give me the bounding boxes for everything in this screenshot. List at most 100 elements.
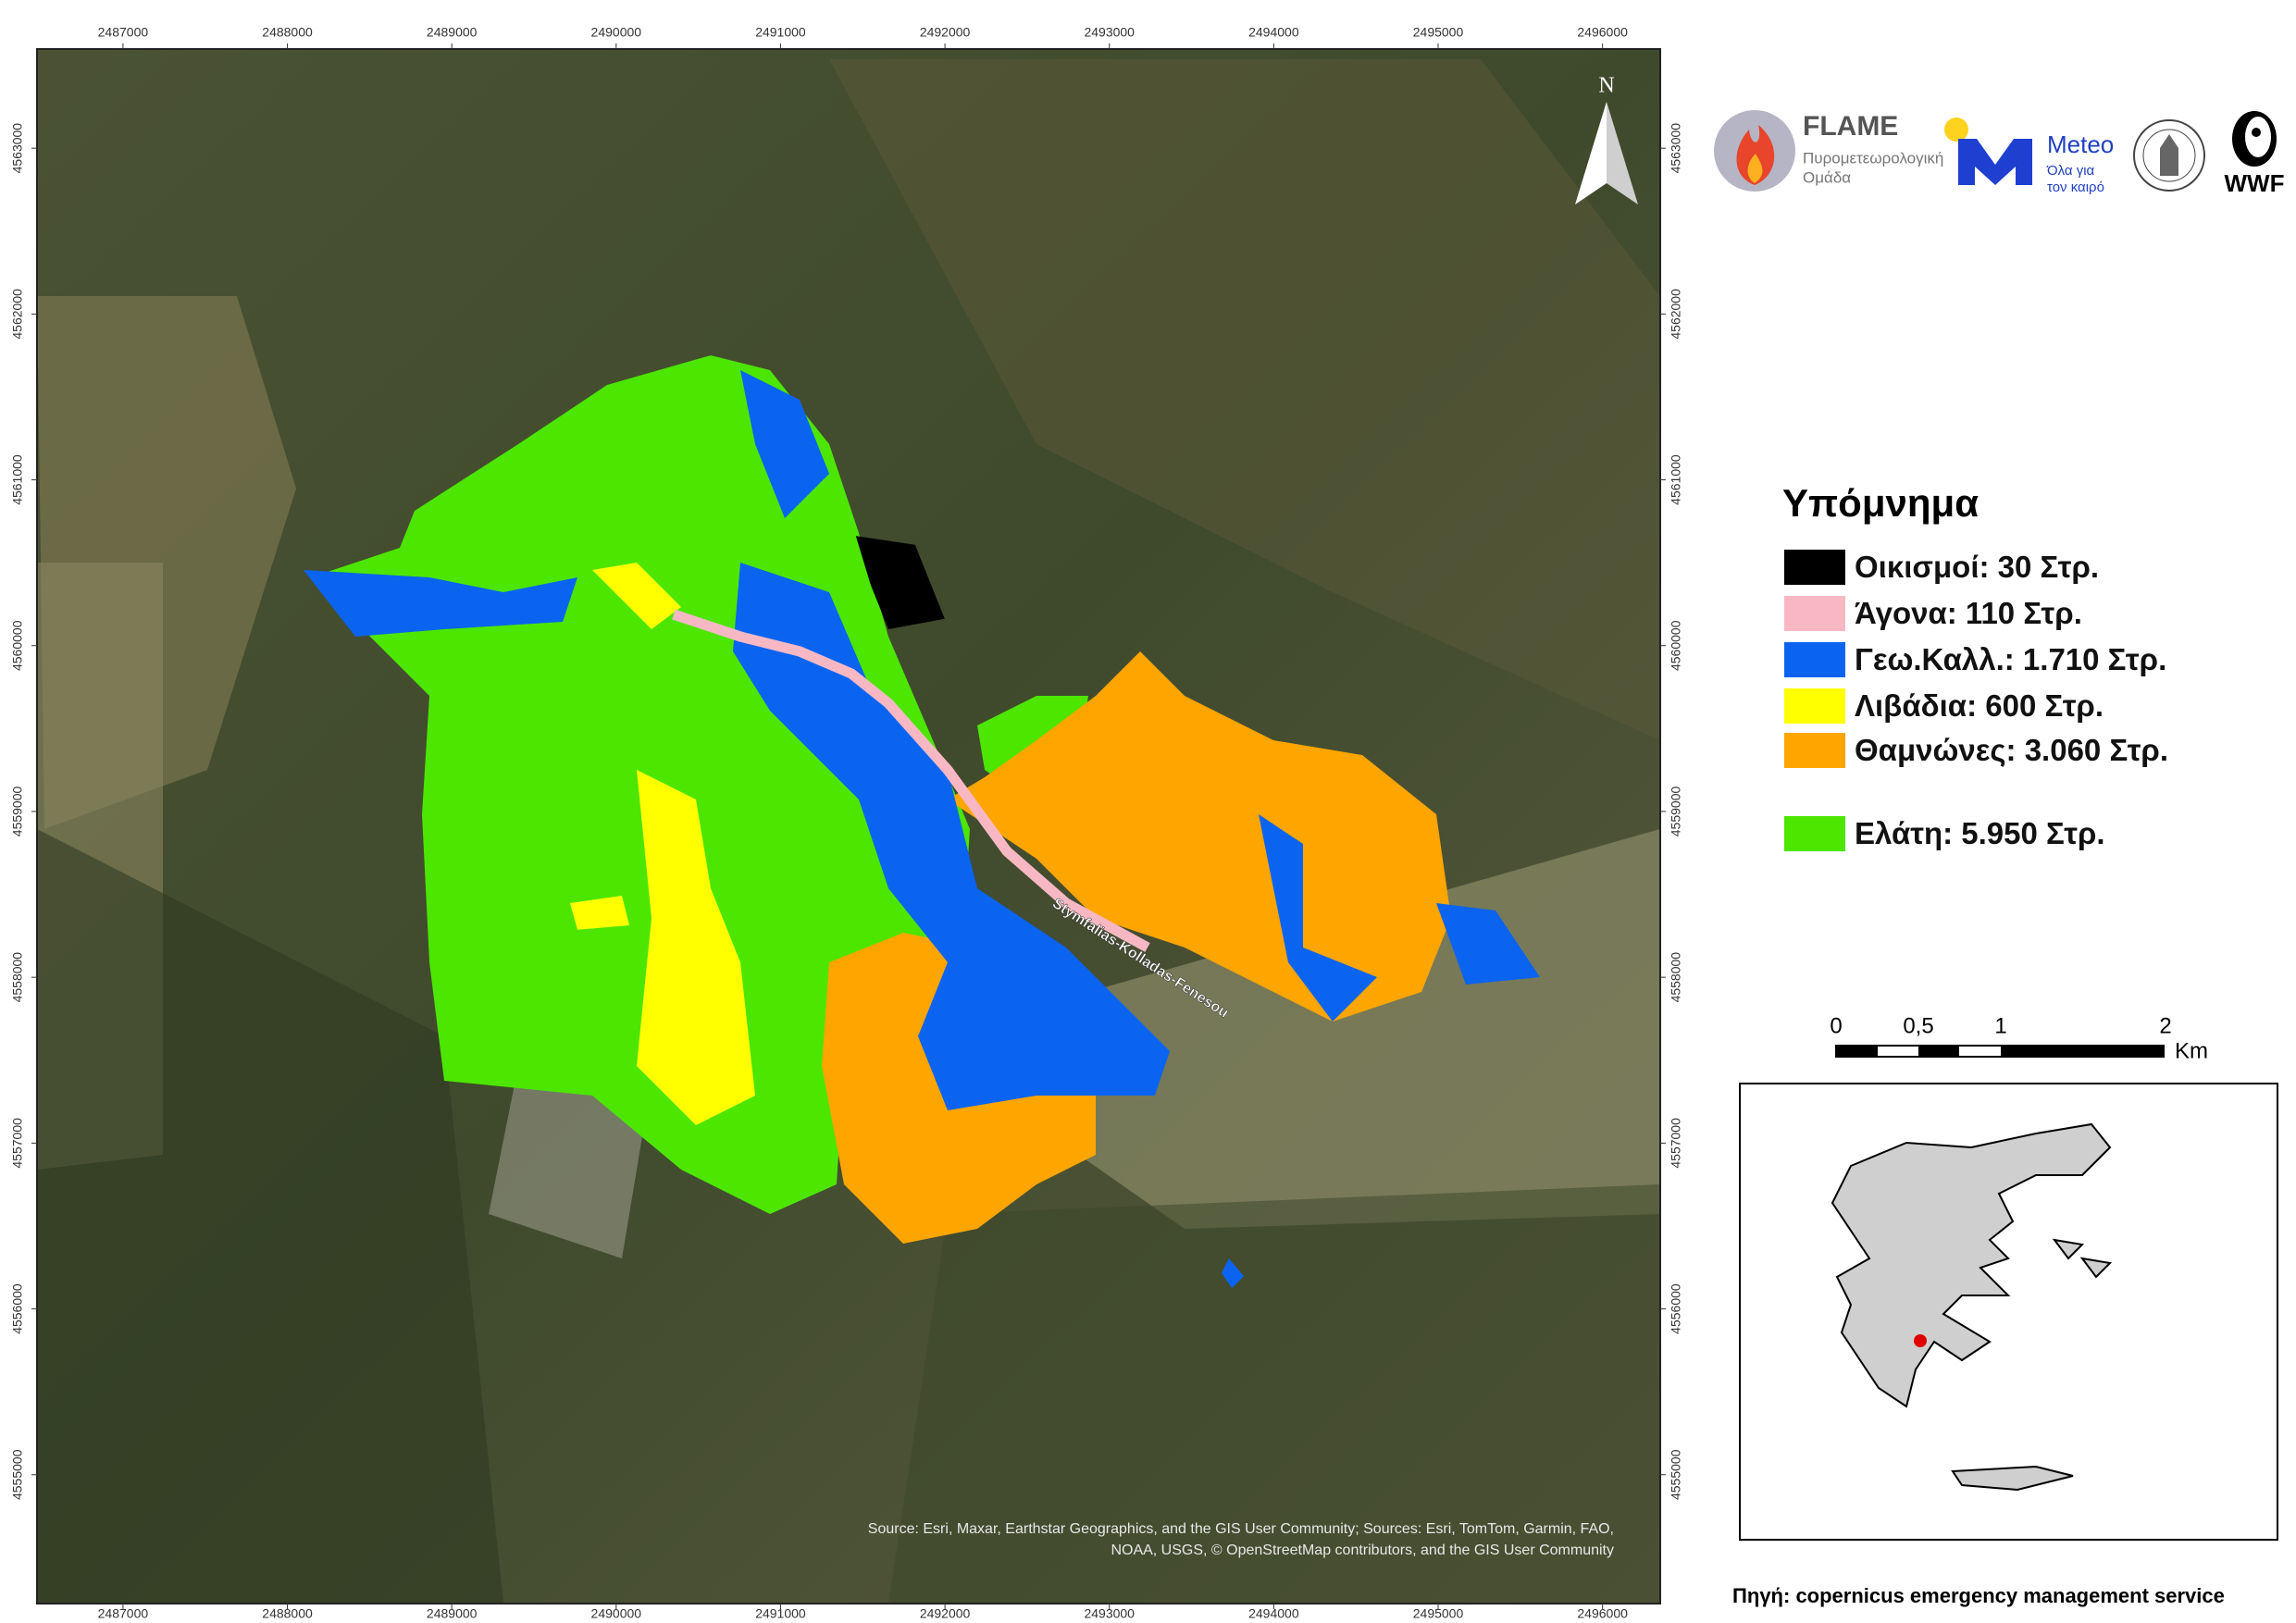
scale-label: 1 (1994, 1013, 2006, 1038)
legend-swatch (1784, 816, 1845, 851)
legend-item: Γεω.Καλλ.: 1.710 Στρ. (1784, 642, 2188, 677)
x-coordinate-label: 2489000 (427, 1606, 478, 1621)
y-coordinate-label: 4561000 (10, 454, 25, 505)
legend-label: Οικισμοί: 30 Στρ. (1855, 550, 2100, 584)
wwf-logo: WWF (2225, 111, 2285, 197)
legend-title: Υπόμνημα (1782, 481, 1980, 525)
attribution: NOAA, USGS, © OpenStreetMap contributors… (1111, 1542, 1614, 1558)
y-coordinate-label: 4559000 (10, 787, 25, 837)
x-coordinate-label: 2487000 (98, 1606, 149, 1621)
flame-name: FLAME (1803, 111, 1898, 142)
x-coordinate-label: 2490000 (591, 1606, 642, 1621)
x-coordinate-label: 2490000 (591, 25, 642, 40)
shrubland-area (948, 651, 1451, 1022)
y-coordinate-label: 4555000 (10, 1449, 25, 1500)
x-coordinate-label: 2489000 (427, 25, 478, 40)
coordinate-grid: 2487000 2487000 2488000 2488000 2489000 24890… (10, 25, 1683, 1621)
y-coordinate-label: 4562000 (1669, 289, 1683, 340)
y-coordinate-label: 4559000 (1669, 787, 1683, 837)
legend-label: Άγονα: 110 Στρ. (1855, 596, 2082, 630)
burned-area-classes (304, 355, 1540, 1288)
flame-subtitle: Ομάδα (1803, 168, 1851, 186)
x-coordinate-label: 2496000 (1577, 25, 1628, 40)
legend-swatch (1784, 550, 1845, 585)
scale-unit: Km (2175, 1038, 2208, 1063)
x-coordinate-label: 2493000 (1084, 25, 1135, 40)
meteo-subtitle: Όλα για (2046, 163, 2095, 179)
x-coordinate-label: 2495000 (1413, 1606, 1464, 1621)
legend-item: Ελάτη: 5.950 Στρ. (1784, 816, 2188, 851)
legend-swatch (1784, 688, 1845, 724)
x-coordinate-label: 2492000 (920, 1606, 971, 1621)
x-coordinate-label: 2488000 (262, 1606, 313, 1621)
agriculture-area (304, 570, 577, 637)
x-coordinate-label: 2495000 (1413, 25, 1464, 40)
map-frame (36, 48, 1661, 1604)
y-coordinate-label: 4563000 (1669, 123, 1683, 174)
flame-logo: FLAME Πυρομετεωρολογική Ομάδα (1714, 110, 1943, 192)
x-coordinate-label: 2491000 (755, 25, 806, 40)
north-arrow: N (1575, 74, 1638, 204)
y-coordinate-label: 4560000 (10, 620, 25, 671)
legend-label: Λιβάδια: 600 Στρ. (1855, 688, 2104, 723)
y-coordinate-label: 4561000 (1669, 454, 1683, 505)
y-coordinate-label: 4557000 (10, 1118, 25, 1169)
x-coordinate-label: 2494000 (1248, 1606, 1299, 1621)
x-coordinate-label: 2493000 (1084, 1606, 1135, 1621)
meadow-area (570, 896, 629, 930)
wwf-name: WWF (2225, 169, 2285, 197)
meteo-name: Meteo (2047, 130, 2114, 158)
agriculture-area (1222, 1258, 1244, 1288)
y-coordinate-label: 4557000 (1669, 1118, 1683, 1169)
inset-map (1739, 1083, 2278, 1541)
scale-label: 0 (1830, 1013, 1842, 1038)
agriculture-area (740, 370, 829, 518)
settlement-area (855, 536, 945, 629)
barren-strip (672, 609, 1150, 952)
y-coordinate-label: 4558000 (1669, 952, 1683, 1003)
legend-item: Λιβάδια: 600 Στρ. (1784, 688, 2188, 724)
flame-subtitle: Πυρομετεωρολογική (1803, 149, 1943, 167)
legend-item: Άγονα: 110 Στρ. (1784, 596, 2188, 631)
y-coordinate-label: 4555000 (1669, 1449, 1683, 1500)
legend-swatch (1784, 642, 1845, 677)
y-coordinate-label: 4562000 (10, 289, 25, 340)
meteo-logo: Meteo Όλα για τον καιρό (1944, 118, 2114, 195)
x-coordinate-label: 2491000 (755, 1606, 806, 1621)
legend-item: Θαμνώνες: 3.060 Στρ. (1784, 733, 2188, 768)
y-coordinate-label: 4558000 (10, 952, 25, 1003)
legend-label: Θαμνώνες: 3.060 Στρ. (1855, 733, 2169, 767)
x-coordinate-label: 2488000 (262, 25, 313, 40)
x-coordinate-label: 2494000 (1248, 25, 1299, 40)
legend-swatch (1784, 596, 1845, 631)
legend-label: Γεω.Καλλ.: 1.710 Στρ. (1855, 642, 2167, 676)
meadow-area (592, 563, 681, 629)
meteo-subtitle: τον καιρό (2047, 180, 2104, 195)
y-coordinate-label: 4556000 (1669, 1283, 1683, 1334)
x-coordinate-label: 2496000 (1577, 1606, 1628, 1621)
meadow-area (637, 770, 755, 1125)
source: Πηγή: copernicus emergency management se… (1732, 1584, 2225, 1607)
north-label: N (1598, 74, 1614, 98)
y-coordinate-label: 4556000 (10, 1283, 25, 1334)
scale-label: 2 (2159, 1013, 2171, 1038)
y-coordinate-label: 4563000 (10, 123, 25, 174)
attribution: Source: Esri, Maxar, Earthstar Geographi… (868, 1521, 1614, 1537)
fir-area (977, 696, 1088, 785)
university-seal (2133, 119, 2205, 192)
x-coordinate-label: 2492000 (920, 25, 971, 40)
agriculture-area (733, 563, 1170, 1110)
x-coordinate-label: 2487000 (98, 25, 149, 40)
agriculture-area (1436, 903, 1540, 985)
legend-swatch (1784, 733, 1845, 768)
agriculture-area (1259, 814, 1377, 1022)
terrain (37, 59, 1660, 1604)
scale-bar: 0 0,5 1 2 Km (1830, 1013, 2208, 1063)
y-coordinate-label: 4560000 (1669, 620, 1683, 671)
legend-label: Ελάτη: 5.950 Στρ. (1855, 816, 2105, 850)
scale-label: 0,5 (1903, 1013, 1933, 1038)
legend-item: Οικισμοί: 30 Στρ. (1784, 550, 2188, 585)
map-area: Stymfalias-Kolladas-Fenesou Source: Esri… (37, 49, 1660, 1604)
